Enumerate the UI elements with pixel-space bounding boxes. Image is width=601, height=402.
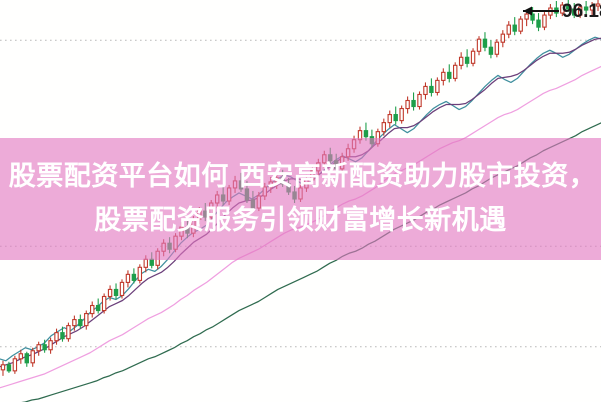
- candle-body-down: [512, 24, 517, 32]
- candle-body-down: [6, 364, 12, 372]
- candle-body-up: [542, 14, 547, 28]
- candle-body-up: [90, 304, 95, 315]
- candle-body-up: [381, 122, 387, 133]
- candle-body-down: [411, 99, 416, 108]
- candle-body-up: [435, 79, 440, 94]
- candle-body-up: [518, 18, 523, 32]
- candle-body-up: [66, 325, 71, 340]
- candle-body-up: [18, 353, 24, 360]
- candle-body-up: [476, 38, 482, 52]
- candle-body-up: [0, 364, 6, 371]
- candle-body-down: [488, 46, 494, 55]
- candle-body-down: [95, 304, 101, 312]
- candle-body-up: [30, 350, 35, 364]
- candle-body-up: [524, 13, 529, 20]
- candle-body-down: [447, 71, 452, 79]
- candle-body-down: [482, 38, 488, 48]
- candle-body-down: [554, 7, 559, 14]
- candle-body-down: [536, 19, 541, 28]
- candle-body-up: [48, 340, 53, 351]
- candle-body-down: [60, 332, 65, 340]
- candle-body-up: [494, 41, 500, 55]
- candle-body-up: [560, 4, 565, 14]
- candle-body-up: [417, 93, 422, 108]
- promo-banner-overlay: 股票配资平台如何 西安高新配资助力股市投资， 股票配资服务引领财富增长新机遇: [0, 138, 601, 260]
- candle-body-up: [423, 85, 428, 96]
- candle-body-up: [54, 332, 59, 342]
- candle-body-down: [429, 85, 434, 94]
- candle-body-up: [452, 64, 458, 79]
- candle-body-down: [42, 344, 47, 351]
- candle-body-up: [500, 33, 506, 43]
- candle-body-up: [84, 313, 89, 327]
- candle-body-down: [572, 8, 577, 16]
- candle-body-up: [143, 258, 148, 268]
- candle-body-up: [458, 56, 464, 66]
- candle-body-up: [405, 99, 410, 110]
- candle-body-up: [107, 288, 113, 298]
- candle-body-up: [101, 295, 107, 312]
- banner-headline-line1: 股票配资平台如何 西安高新配资助力股市投资，: [8, 161, 597, 192]
- candle-body-up: [12, 358, 18, 372]
- candle-body-down: [149, 258, 154, 266]
- candle-body-up: [137, 266, 143, 281]
- candle-body-up: [589, 5, 595, 11]
- candle-body-up: [441, 71, 446, 81]
- candle-body-down: [464, 56, 470, 64]
- candle-body-up: [387, 114, 392, 124]
- candle-body-up: [125, 273, 131, 283]
- candle-body-down: [393, 114, 398, 122]
- candle-body-up: [399, 107, 404, 122]
- candle-body-down: [113, 288, 119, 297]
- candle-body-down: [566, 4, 571, 10]
- candle-body-down: [583, 6, 589, 11]
- candle-body-up: [506, 24, 511, 35]
- candle-body-up: [548, 7, 553, 16]
- candle-body-up: [72, 319, 77, 327]
- candle-body-down: [530, 13, 535, 21]
- candle-body-down: [363, 130, 369, 138]
- candle-body-down: [131, 273, 137, 281]
- candle-body-up: [36, 344, 41, 352]
- banner-headline-line2: 股票配资服务引领财富增长新机遇: [94, 205, 507, 236]
- candle-body-up: [577, 6, 583, 16]
- candle-body-up: [119, 281, 125, 297]
- candle-body-down: [24, 353, 29, 364]
- candle-body-down: [78, 319, 83, 327]
- candle-body-up: [470, 50, 476, 64]
- candle-body-up: [595, 3, 601, 7]
